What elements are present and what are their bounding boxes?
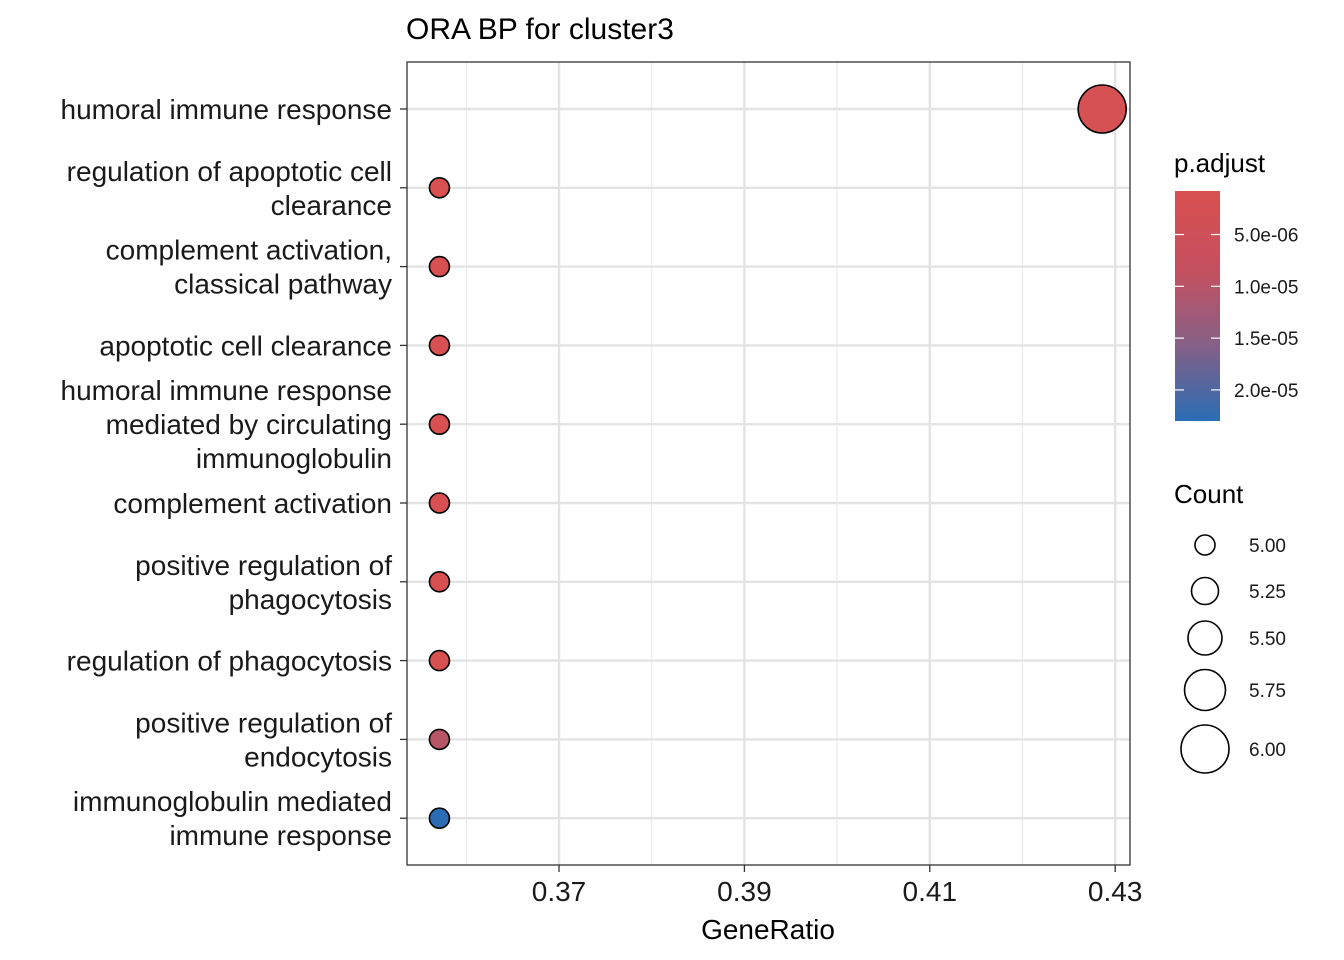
y-tick-label: positive regulation of endocytosis	[135, 707, 392, 772]
size-legend-key	[1194, 534, 1216, 556]
x-tick-label: 0.43	[1088, 876, 1143, 907]
data-points	[428, 84, 1127, 830]
x-axis: 0.37 0.39 0.41 0.43	[532, 865, 1143, 907]
data-point	[1077, 84, 1127, 134]
y-tick-label: regulation of phagocytosis	[67, 646, 392, 677]
data-point	[428, 177, 451, 199]
size-legend-key	[1190, 576, 1220, 606]
plot-panel	[407, 62, 1130, 865]
data-point	[428, 334, 451, 357]
size-legend-key	[1187, 620, 1223, 656]
x-tick-label: 0.41	[903, 876, 958, 907]
chart-title: ORA BP for cluster3	[406, 13, 674, 46]
color-legend-label: 1.5e-05	[1234, 329, 1298, 350]
color-legend-label: 1.0e-05	[1234, 277, 1298, 298]
x-tick-label: 0.39	[717, 876, 772, 907]
size-legend-label: 5.50	[1249, 629, 1286, 650]
size-legend-title: Count	[1174, 479, 1244, 509]
data-point	[428, 413, 451, 436]
y-tick-label: immunoglobulin mediated immune response	[73, 786, 392, 851]
size-legend: Count 5.00 5.25 5.50 5.75 6.00	[1174, 479, 1286, 774]
y-tick-label: humoral immune response	[61, 94, 393, 125]
size-legend-label: 5.25	[1249, 582, 1286, 603]
x-axis-title: GeneRatio	[701, 914, 835, 945]
y-tick-label: positive regulation of phagocytosis	[135, 550, 392, 615]
data-point	[428, 728, 451, 751]
y-tick-label: complement activation, classical pathway	[106, 235, 392, 300]
y-tick-label: regulation of apoptotic cell clearance	[67, 156, 392, 221]
grid	[407, 62, 1130, 865]
plot-border	[406, 61, 1131, 866]
y-axis: humoral immune response regulation of apo…	[61, 94, 407, 851]
color-legend: p.adjust 5.0e-06 1.0e-05 1.5e-05 2.0e-05	[1174, 148, 1298, 421]
size-legend-label: 5.00	[1249, 536, 1286, 557]
data-point	[428, 649, 451, 672]
color-legend-label: 5.0e-06	[1234, 226, 1298, 247]
size-legend-label: 5.75	[1249, 681, 1286, 702]
size-legend-label: 6.00	[1249, 740, 1286, 761]
data-point	[428, 570, 451, 593]
size-legend-key	[1180, 724, 1230, 774]
color-bar	[1175, 191, 1220, 421]
x-tick-label: 0.37	[532, 876, 587, 907]
data-point	[428, 255, 451, 278]
y-tick-label: complement activation	[113, 488, 392, 519]
color-legend-label: 2.0e-05	[1234, 381, 1298, 402]
y-tick-label: humoral immune response mediated by circu…	[61, 375, 393, 474]
data-point	[428, 807, 451, 830]
color-legend-title: p.adjust	[1174, 148, 1266, 178]
y-tick-label: apoptotic cell clearance	[99, 330, 392, 361]
data-point	[428, 492, 451, 514]
size-legend-key	[1183, 668, 1227, 712]
